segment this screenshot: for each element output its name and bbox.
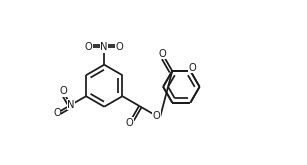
Text: O: O: [125, 118, 133, 128]
Text: O: O: [152, 111, 160, 121]
Text: O: O: [158, 49, 166, 59]
Text: O: O: [188, 63, 196, 73]
Text: O: O: [53, 108, 61, 118]
Text: O: O: [116, 42, 123, 52]
Text: N: N: [100, 42, 108, 52]
Text: O: O: [85, 42, 93, 52]
Text: O: O: [59, 86, 67, 96]
Text: N: N: [67, 100, 75, 110]
